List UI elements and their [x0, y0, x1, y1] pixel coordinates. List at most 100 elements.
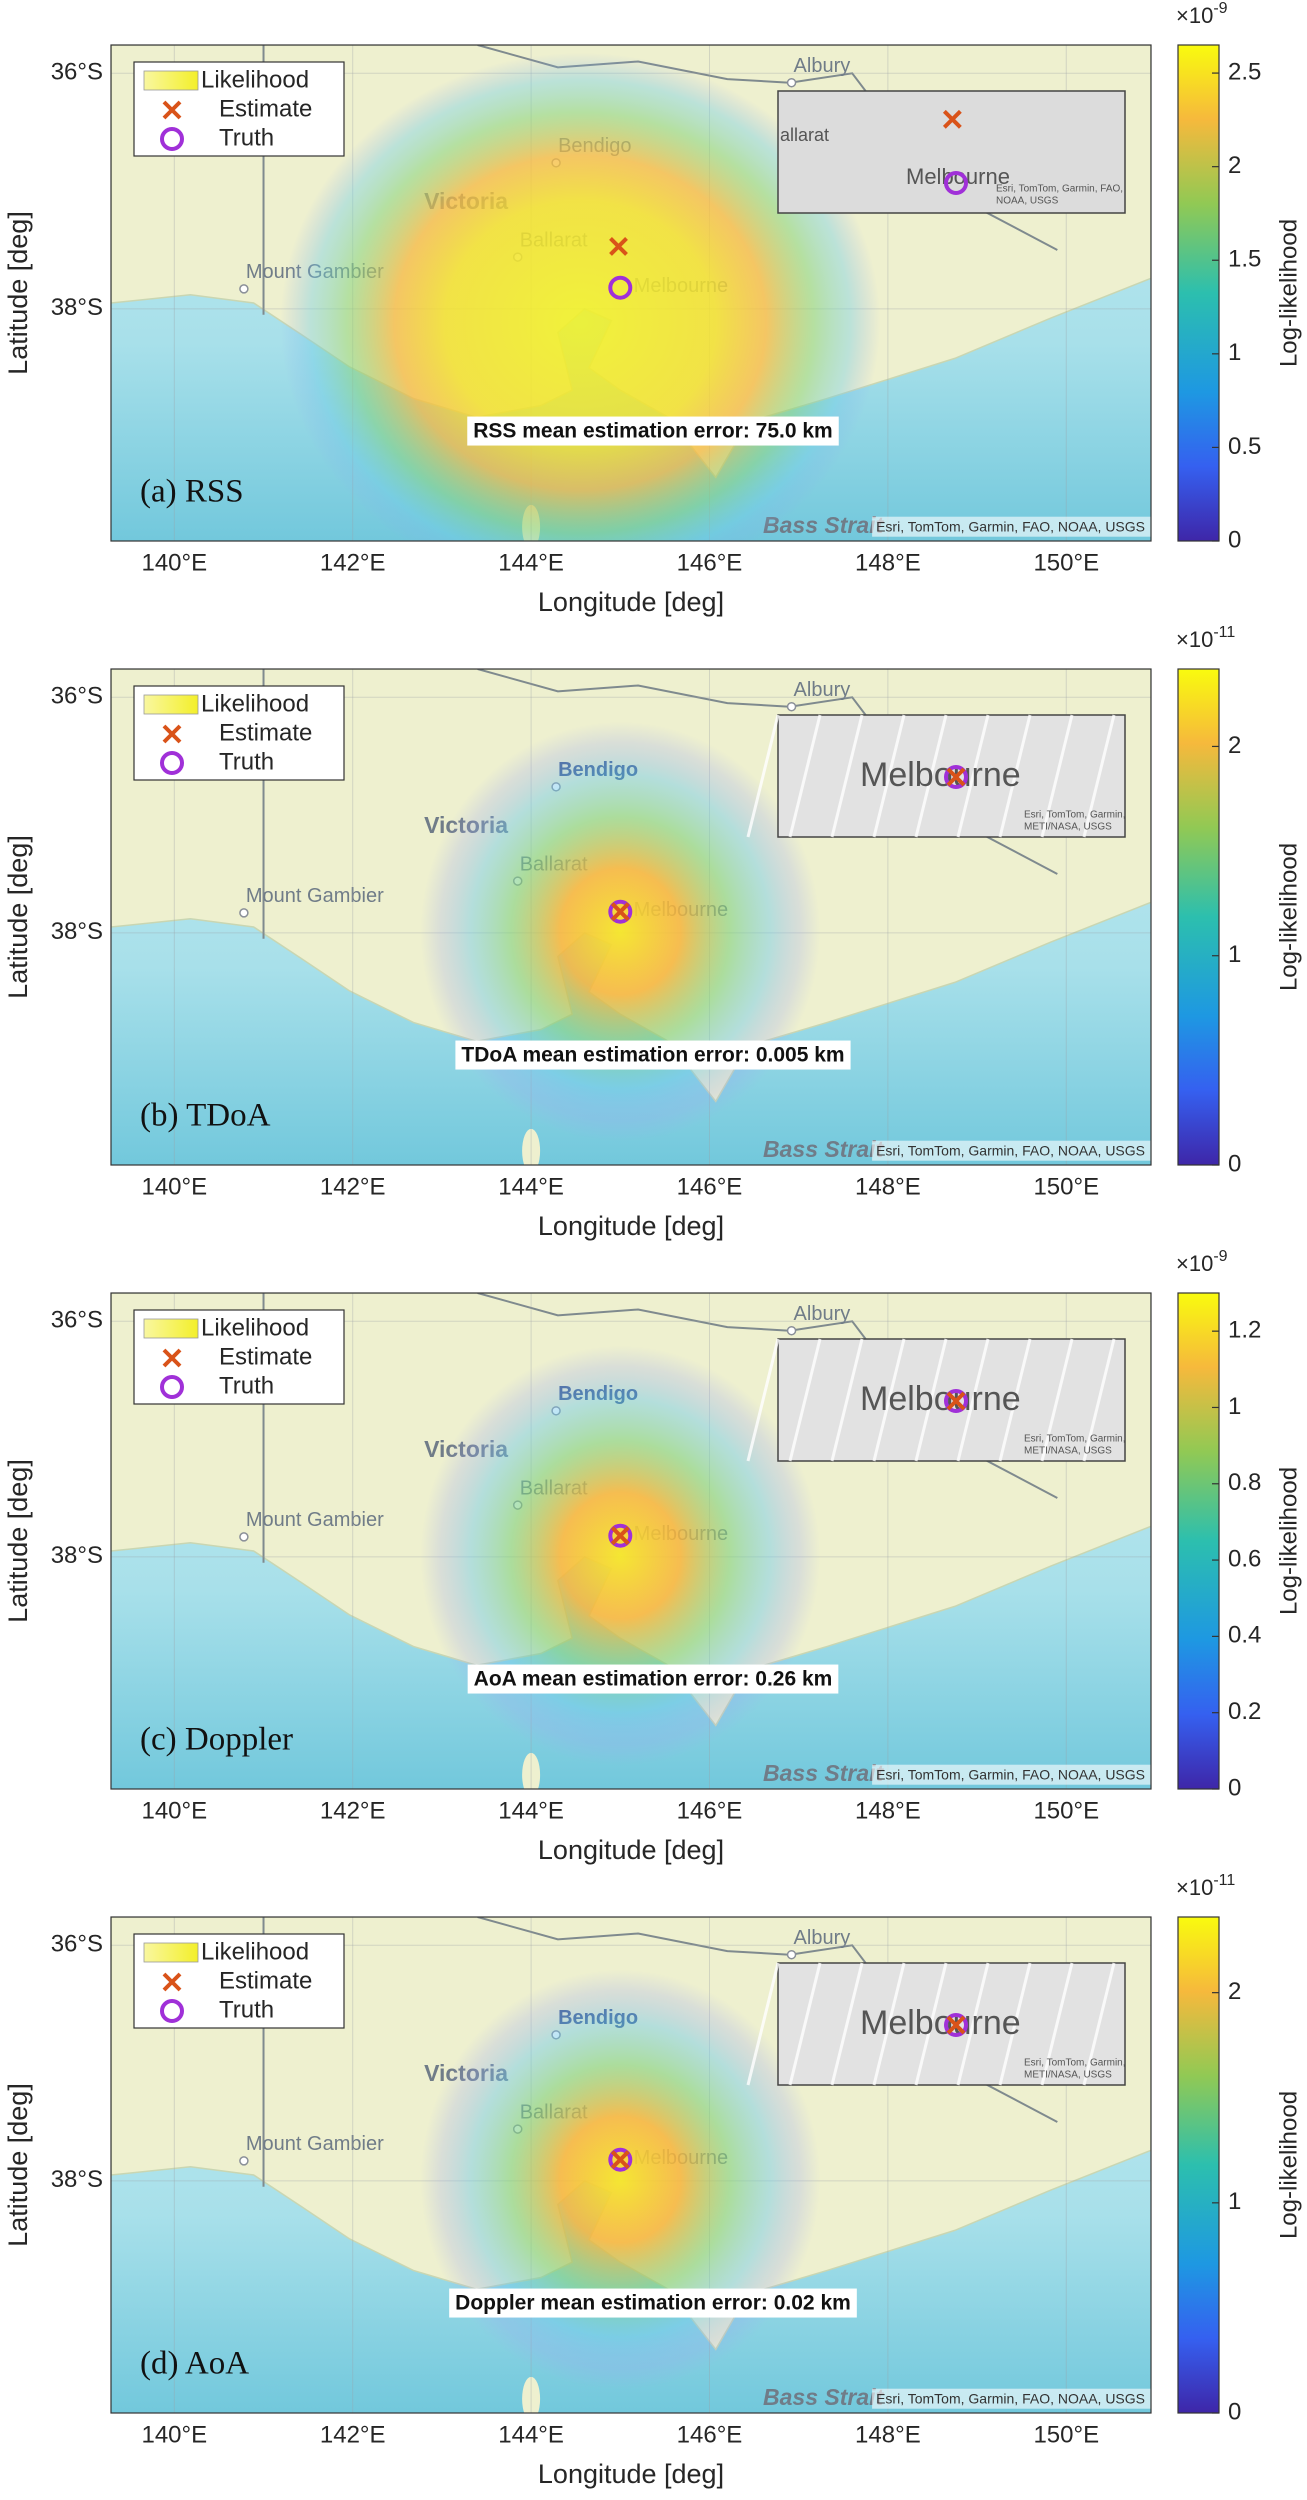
legend-marker [162, 100, 182, 120]
colorbar-label: Log-likelihood [1275, 1467, 1302, 1615]
axes-frame [110, 1292, 1152, 1790]
y-tick-label: 38°S [51, 294, 103, 321]
x-tick-label: 140°E [141, 1173, 207, 1200]
colorbar-tick-label: 0.5 [1228, 433, 1261, 460]
inset-attribution: METI/NASA, USGS [1024, 1446, 1112, 1457]
inset-attribution: Esri, TomTom, Garmin, [1024, 1434, 1126, 1445]
colorbar-label: Log-likelihood [1275, 2091, 1302, 2239]
legend-label: Estimate [219, 95, 312, 122]
inset-road [830, 714, 864, 838]
x-tick-label: 150°E [1033, 2421, 1099, 2448]
place-dot [239, 1532, 249, 1542]
likelihood-field [420, 1969, 821, 2390]
inset-attribution: NOAA, USGS [996, 196, 1059, 207]
island [522, 1128, 541, 1165]
place-label: Bass Strait [763, 1136, 885, 1162]
map: AlburyBendigoVictoriaBallaratMelbourneMo… [111, 1293, 1151, 1789]
panel-label: (a) RSS [140, 474, 244, 510]
x-tick-label: 148°E [855, 2421, 921, 2448]
colorbar-exponent: ×10-11 [1176, 1872, 1235, 1900]
colorbar [1177, 1916, 1220, 2414]
inset-road [956, 714, 990, 838]
legend-label: Likelihood [201, 690, 309, 717]
x-tick-label: 148°E [855, 1173, 921, 1200]
truth-marker [608, 275, 633, 300]
inset-road [830, 1338, 864, 1462]
attribution: Esri, TomTom, Garmin, FAO, NOAA, USGS [876, 519, 1145, 535]
y-axis-label: Latitude [deg] [3, 2083, 33, 2247]
inset-label: Melbourne [860, 2004, 1021, 2042]
legend-marker [160, 127, 184, 151]
inset-road [914, 714, 948, 838]
y-tick-label: 36°S [51, 1307, 103, 1334]
inset-road [830, 1962, 864, 2086]
inset-road [1040, 1962, 1074, 2086]
y-axis-label: Latitude [deg] [3, 1459, 33, 1623]
annotation: Doppler mean estimation error: 0.02 km [449, 2288, 857, 2318]
place-dot [786, 701, 797, 712]
legend-marker [160, 1999, 184, 2023]
panel: AlburyBendigoVictoriaBallaratMelbourneMo… [3, 1872, 1302, 2489]
likelihood-field [420, 1345, 821, 1766]
place-label: Mount Gambier [246, 1509, 384, 1531]
truth-marker [944, 765, 968, 789]
annotation-box [449, 2288, 857, 2318]
colorbar-tick-label: 1 [1228, 1393, 1241, 1420]
x-tick-label: 140°E [141, 1797, 207, 1824]
exponent-power: -11 [1213, 1872, 1235, 1889]
colorbar-tick-label: 0.8 [1228, 1469, 1261, 1496]
colorbar-exponent: ×10-9 [1176, 0, 1228, 28]
legend-marker [162, 1348, 182, 1368]
annotation-text: AoA mean estimation error: 0.26 km [474, 1668, 833, 1691]
annotation-text: Doppler mean estimation error: 0.02 km [455, 2292, 851, 2315]
colorbar-exponent: ×10-11 [1176, 624, 1235, 652]
colorbar-tick-label: 1 [1228, 2188, 1241, 2215]
annotation: TDoA mean estimation error: 0.005 km [455, 1040, 851, 1070]
inset-road [956, 1962, 990, 2086]
inset-road [1040, 714, 1074, 838]
exponent-power: -9 [1213, 0, 1227, 17]
axes-frame [110, 668, 1152, 1166]
panel: AlburyBendigoVictoriaBallaratMelbourneMo… [3, 1248, 1302, 1865]
inset-road [788, 1962, 822, 2086]
place-dot [786, 77, 797, 88]
exponent-power: -11 [1213, 624, 1235, 641]
x-tick-label: 142°E [320, 2421, 386, 2448]
inset-road [1082, 1962, 1116, 2086]
attribution-box [872, 1764, 1151, 1785]
axes-frame [110, 1916, 1152, 2414]
annotation-text: TDoA mean estimation error: 0.005 km [461, 1044, 844, 1067]
inset-label: Melbourne [860, 756, 1021, 794]
legend-label: Estimate [219, 1967, 312, 1994]
inset-attribution: Esri, TomTom, Garmin, [1024, 810, 1126, 821]
place-label: Albury [794, 1303, 851, 1325]
estimate-marker [942, 109, 962, 129]
exponent-base: ×10 [1176, 1251, 1213, 1276]
legend-marker [160, 1375, 184, 1399]
colorbar-tick-label: 0.6 [1228, 1545, 1261, 1572]
x-tick-label: 142°E [320, 1173, 386, 1200]
annotation: AoA mean estimation error: 0.26 km [467, 1664, 839, 1694]
inset-road [1082, 714, 1116, 838]
place-dot [239, 908, 249, 918]
estimate-marker [946, 767, 966, 787]
x-tick-label: 146°E [677, 2421, 743, 2448]
attribution: Esri, TomTom, Garmin, FAO, NOAA, USGS [876, 1143, 1145, 1159]
place-dot [786, 1325, 797, 1336]
x-axis-label: Longitude [deg] [538, 1835, 724, 1865]
x-tick-label: 144°E [498, 2421, 564, 2448]
y-axis-label: Latitude [deg] [3, 211, 33, 375]
panel-label: (c) Doppler [140, 1722, 293, 1758]
x-axis-label: Longitude [deg] [538, 587, 724, 617]
estimate-marker [946, 1391, 966, 1411]
colorbar-tick-label: 1 [1228, 941, 1241, 968]
panel-label: (d) AoA [140, 2346, 249, 2382]
estimate-marker [609, 237, 628, 256]
inset-label: allarat [780, 125, 829, 145]
inset-road [998, 1962, 1032, 2086]
y-tick-label: 36°S [51, 683, 103, 710]
y-axis-label: Latitude [deg] [3, 835, 33, 999]
inset-road [872, 1338, 906, 1462]
legend-label: Truth [219, 748, 274, 775]
